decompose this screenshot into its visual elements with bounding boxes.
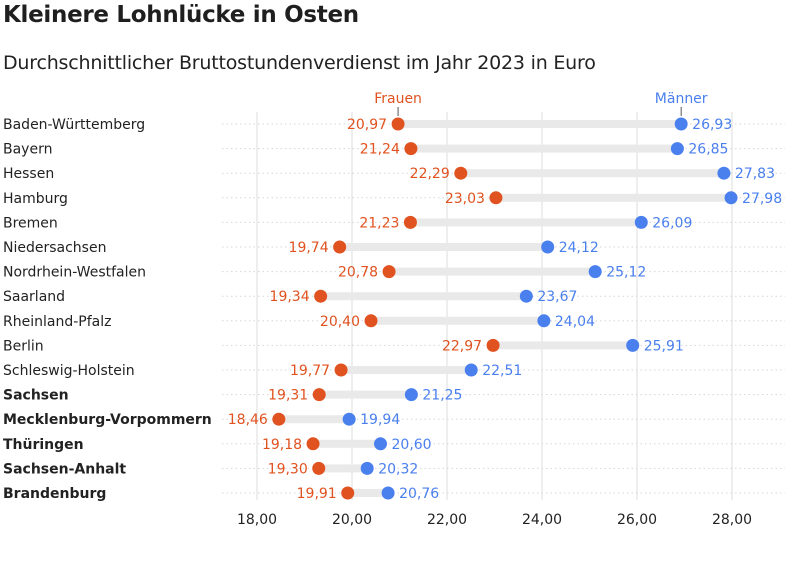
category-label: Thüringen [3,437,84,453]
maenner-point [674,117,688,131]
maenner-value-label: 27,98 [742,191,782,207]
category-label: Schleswig-Holstein [3,363,135,379]
frauen-value-label: 22,97 [442,338,482,354]
range-bars [278,120,732,497]
chart-title: Kleinere Lohnlücke in Osten [3,2,359,28]
frauen-point [334,363,348,377]
maenner-value-label: 24,12 [559,240,599,256]
maenner-value-label: 26,85 [688,142,728,158]
category-label: Baden-Württemberg [3,117,145,133]
frauen-point [272,412,286,426]
maenner-point [464,363,478,377]
legend: Frauen Männer [374,91,708,116]
maenner-point [374,437,387,451]
maenner-point [588,265,602,279]
row-guides [222,123,785,494]
frauen-point [312,388,326,402]
category-label: Rheinland-Pfalz [3,314,111,330]
x-tick-label: 18,00 [237,512,277,528]
chart-subtitle: Durchschnittlicher Bruttostundenverdiens… [3,52,596,74]
frauen-point [403,215,417,229]
frauen-point [333,240,347,254]
frauen-value-label: 19,91 [297,486,337,502]
maenner-point [724,191,738,205]
category-labels: Baden-Württemberg Bayern Hessen Hamburg Brem… [3,117,212,502]
category-label: Hessen [3,166,54,182]
frauen-value-label: 19,74 [289,240,329,256]
maenner-value-label: 21,25 [422,388,462,404]
legend-frauen: Frauen [374,91,422,107]
maenner-value-label: 22,51 [482,363,522,379]
data-points [272,117,738,500]
category-label: Bremen [3,215,58,231]
maenner-value-label: 24,04 [555,314,595,330]
frauen-point [454,166,468,180]
frauen-point [404,142,418,156]
maenner-point [670,142,684,156]
category-label: Hamburg [3,191,68,207]
x-tick-label: 28,00 [712,512,752,528]
frauen-value-label: 19,34 [270,289,310,305]
frauen-value-label: 20,78 [338,265,378,281]
category-label: Saarland [3,289,65,305]
frauen-value-label: 20,97 [347,117,387,133]
frauen-value-label: 19,77 [290,363,330,379]
x-axis-ticks: 18,00 20,00 22,00 24,00 26,00 28,00 [237,512,752,528]
maenner-point [360,461,374,475]
category-label: Bayern [3,142,52,158]
legend-maenner: Männer [655,91,708,107]
frauen-point [382,265,396,279]
frauen-point [486,338,500,352]
category-label: Brandenburg [3,486,106,502]
frauen-value-label: 19,18 [262,437,302,453]
frauen-value-label: 20,40 [320,314,360,330]
x-tick-label: 20,00 [332,512,372,528]
maenner-value-label: 26,09 [652,215,692,231]
category-label: Nordrhein-Westfalen [3,265,146,281]
frauen-value-label: 21,24 [360,142,400,158]
category-label: Sachsen [3,388,69,404]
category-label: Sachsen-Anhalt [3,461,126,477]
maenner-point [537,314,551,328]
frauen-value-label: 19,31 [268,388,308,404]
frauen-value-label: 18,46 [228,412,268,428]
maenner-value-label: 19,94 [360,412,400,428]
maenner-point [626,338,640,352]
maenner-point [717,166,731,180]
frauen-point [341,486,355,500]
maenner-value-label: 25,12 [606,265,646,281]
category-label: Berlin [3,338,44,354]
frauen-point [391,117,405,131]
frauen-point [489,191,503,205]
data-labels: 20,97 26,93 21,24 26,85 22,29 27,83 23,03 27,98… [228,117,782,502]
x-tick-label: 26,00 [617,512,657,528]
frauen-value-label: 22,29 [410,166,450,182]
maenner-value-label: 25,91 [644,338,684,354]
x-tick-label: 24,00 [522,512,562,528]
maenner-value-label: 20,60 [392,437,432,453]
maenner-point [519,289,533,303]
maenner-value-label: 26,93 [692,117,732,133]
frauen-value-label: 21,23 [359,215,399,231]
category-label: Mecklenburg-Vorpommern [3,412,212,428]
maenner-value-label: 23,67 [537,289,577,305]
frauen-point [306,437,320,451]
frauen-point [314,289,328,303]
maenner-point [404,388,418,402]
x-tick-label: 22,00 [427,512,467,528]
maenner-value-label: 20,32 [378,461,418,477]
frauen-point [312,461,326,475]
category-label: Niedersachsen [3,240,106,256]
frauen-value-label: 19,30 [268,461,308,477]
frauen-value-label: 23,03 [445,191,485,207]
maenner-point [541,240,555,254]
maenner-point [342,412,356,426]
maenner-value-label: 20,76 [399,486,439,502]
maenner-value-label: 27,83 [735,166,775,182]
maenner-point [634,215,648,229]
maenner-point [381,486,395,500]
frauen-point [364,314,378,328]
